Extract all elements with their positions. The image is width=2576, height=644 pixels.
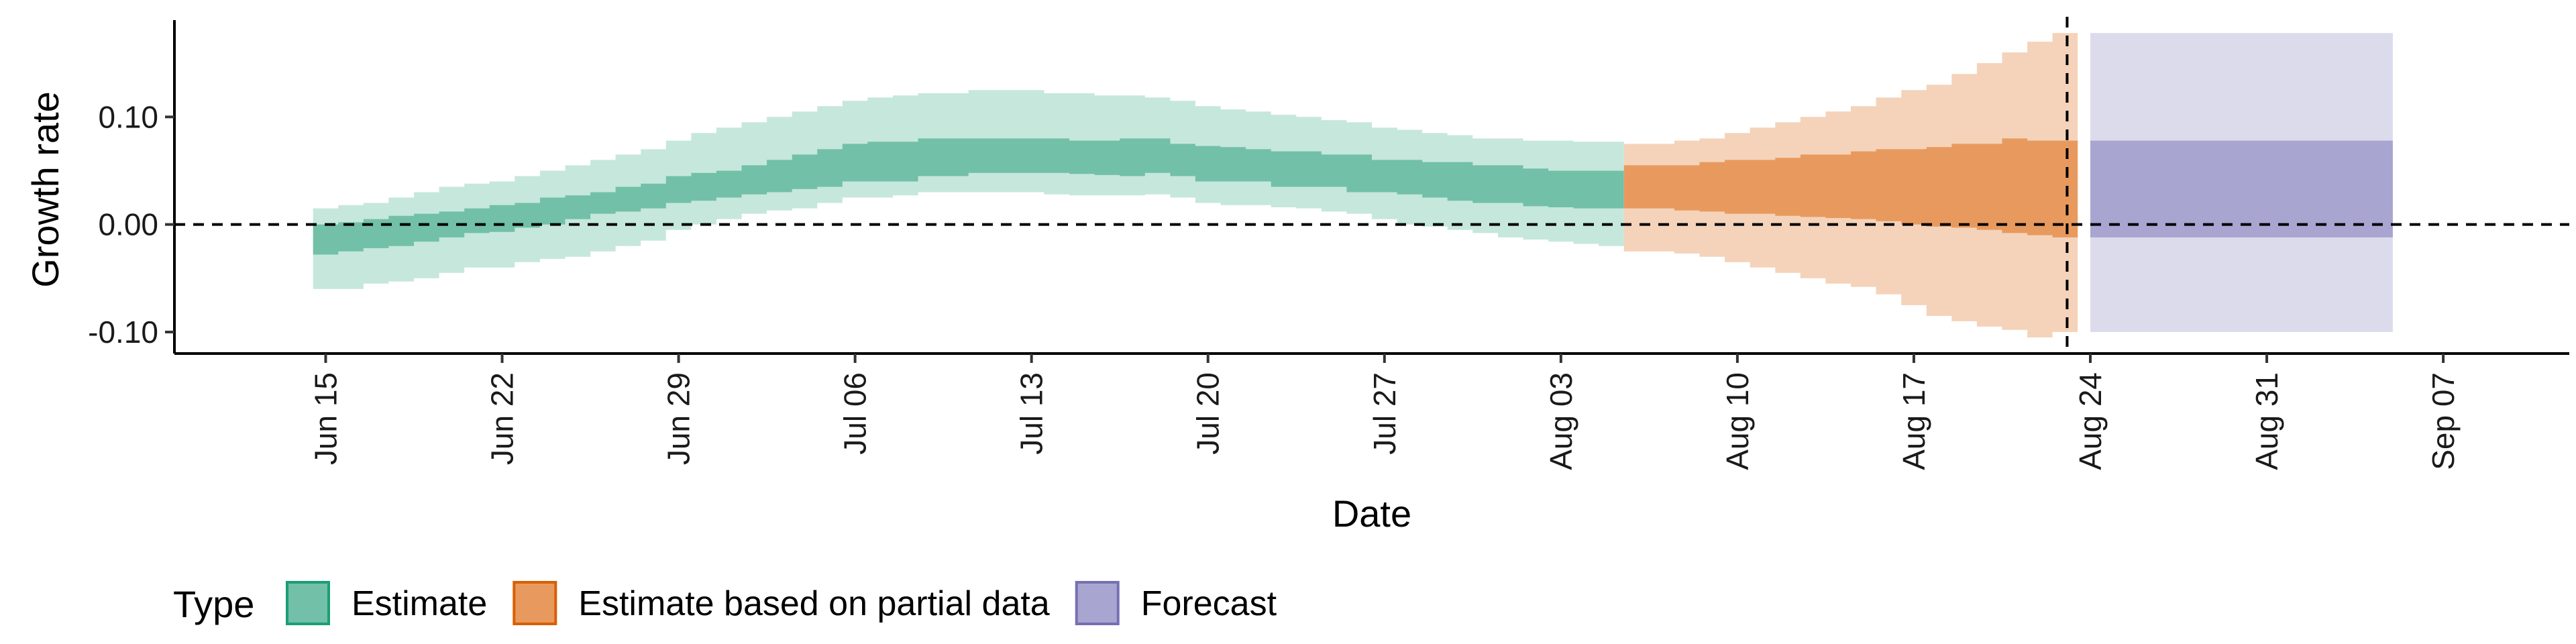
legend-swatch-estimate-based-on-partial-data (513, 581, 557, 625)
x-axis-title: Date (1332, 492, 1411, 535)
legend: Type Estimate Estimate based on partial d… (173, 581, 1277, 625)
y-ticks: -0.10 0.00 0.10 (88, 99, 174, 350)
x-tick-label: Jun 29 (661, 372, 696, 465)
x-tick-label: Jun 15 (308, 372, 343, 465)
legend-swatch-estimate (286, 581, 330, 625)
ribbon-layer (313, 33, 2393, 337)
legend-label-estimate: Estimate (352, 584, 487, 623)
y-tick-label: 0.10 (98, 99, 158, 134)
estimate-based-on-partial-data-ribbon-50 (1623, 138, 2078, 237)
x-tick-label: Sep 07 (2426, 372, 2461, 470)
estimate-ribbon-50 (313, 138, 1624, 255)
legend-title: Type (173, 583, 254, 625)
x-tick-label: Aug 31 (2249, 372, 2284, 470)
y-axis-title: Growth rate (24, 91, 66, 288)
forecast-ribbon-50 (2090, 140, 2393, 237)
x-tick-label: Jul 06 (838, 372, 873, 455)
y-tick-label: -0.10 (88, 315, 158, 350)
x-tick-label: Jul 20 (1191, 372, 1226, 455)
legend-label-estimate-based-on-partial-data: Estimate based on partial data (578, 584, 1050, 623)
x-tick-label: Aug 03 (1544, 372, 1578, 470)
x-tick-label: Aug 24 (2073, 372, 2108, 470)
axes (173, 20, 2569, 355)
x-ticks: Jun 15 Jun 22 Jun 29 Jul 06 Jul 13 Jul 20 Jul … (308, 354, 2461, 470)
y-tick-label: 0.00 (98, 207, 158, 242)
x-tick-label: Aug 10 (1720, 372, 1755, 470)
legend-swatch-forecast (1075, 581, 1120, 625)
x-tick-label: Aug 17 (1896, 372, 1931, 470)
estimate-ribbon-90 (313, 90, 1624, 289)
reference-lines (174, 17, 2569, 354)
x-tick-label: Jun 22 (485, 372, 520, 465)
x-tick-label: Jul 27 (1367, 372, 1402, 455)
legend-label-forecast: Forecast (1141, 584, 1277, 623)
x-tick-label: Jul 13 (1014, 372, 1049, 455)
